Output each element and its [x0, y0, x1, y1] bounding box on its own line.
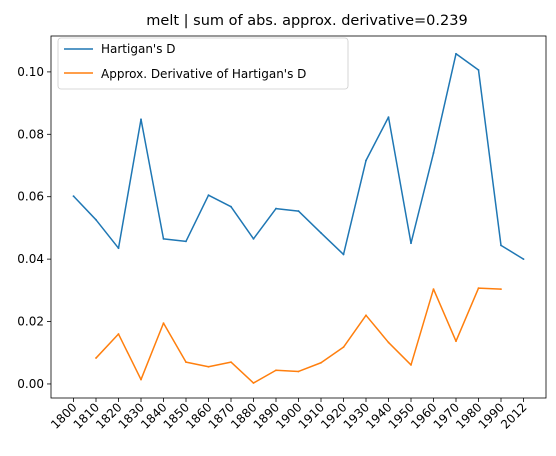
- x-tick-label: 2012: [498, 400, 529, 431]
- data-point-series-0: [117, 247, 120, 250]
- y-tick-label: 0.04: [17, 252, 44, 266]
- data-point-series-0: [387, 116, 390, 119]
- data-point-series-1: [477, 287, 480, 290]
- data-point-series-1: [432, 288, 435, 290]
- plot-area: [50, 35, 547, 399]
- y-tick-label: 0.00: [17, 377, 44, 391]
- series-layer: [72, 52, 525, 384]
- data-point-series-0: [365, 159, 367, 162]
- data-point-series-0: [140, 118, 142, 121]
- x-axis: 1800181018201830184018501860187018801890…: [48, 398, 530, 432]
- legend-label-hartigans-d: Hartigan's D: [101, 42, 176, 56]
- data-point-series-0: [342, 253, 345, 256]
- data-point-series-0: [252, 237, 255, 240]
- data-point-series-0: [477, 69, 480, 71]
- data-point-series-0: [72, 195, 75, 197]
- data-point-series-1: [275, 369, 277, 372]
- data-point-series-1: [387, 341, 390, 344]
- data-point-series-0: [230, 205, 232, 208]
- legend-label-derivative: Approx. Derivative of Hartigan's D: [101, 67, 306, 81]
- data-point-series-0: [275, 207, 277, 210]
- data-point-series-1: [230, 361, 232, 364]
- y-axis: 0.00 0.02 0.04 0.06 0.08 0.10: [17, 65, 51, 391]
- data-point-series-0: [455, 52, 457, 55]
- y-tick-label: 0.10: [17, 65, 44, 79]
- y-tick-label: 0.06: [17, 190, 44, 204]
- legend: Hartigan's D Approx. Derivative of Harti…: [57, 37, 349, 90]
- data-point-series-1: [297, 370, 300, 373]
- data-point-series-1: [365, 314, 367, 317]
- chart-title: melt | sum of abs. approx. derivative=0.…: [146, 13, 467, 29]
- data-point-series-0: [522, 258, 525, 261]
- y-tick-label: 0.02: [17, 315, 44, 329]
- data-point-series-0: [95, 218, 97, 221]
- data-point-series-1: [342, 346, 345, 349]
- legend-box: [57, 37, 349, 90]
- data-point-series-0: [320, 232, 322, 234]
- data-point-series-0: [410, 242, 412, 245]
- data-point-series-1: [162, 322, 165, 325]
- data-point-series-1: [207, 365, 210, 368]
- data-point-series-1: [95, 357, 97, 359]
- data-point-series-1: [500, 288, 502, 290]
- data-point-series-1: [455, 340, 457, 343]
- data-point-series-1: [117, 333, 120, 335]
- data-point-series-1: [320, 361, 322, 364]
- data-point-series-1: [140, 378, 142, 381]
- data-point-series-0: [207, 194, 210, 197]
- data-point-series-1: [410, 364, 412, 366]
- data-point-series-1: [252, 382, 255, 384]
- data-point-series-0: [432, 152, 435, 154]
- data-point-series-0: [162, 237, 165, 240]
- data-point-series-0: [297, 210, 300, 212]
- data-point-series-0: [185, 240, 187, 243]
- data-point-series-0: [500, 244, 502, 247]
- y-tick-label: 0.08: [17, 127, 44, 141]
- data-point-series-1: [185, 361, 187, 364]
